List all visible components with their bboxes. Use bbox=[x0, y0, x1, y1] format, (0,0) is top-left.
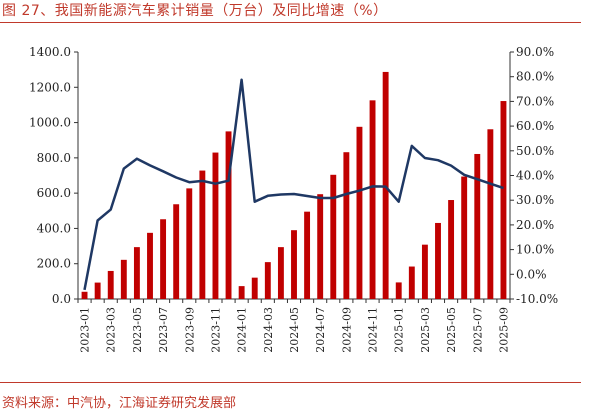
bar-2023-02 bbox=[95, 283, 101, 299]
bar-2023-01 bbox=[82, 292, 88, 299]
bar-2024-10 bbox=[357, 127, 363, 299]
bar-2023-09 bbox=[186, 188, 192, 299]
x-tick-label: 2025-03 bbox=[419, 307, 432, 353]
bar-2023-07 bbox=[160, 219, 166, 299]
right-y-tick-label: 40.0% bbox=[516, 169, 554, 183]
x-tick-label: 2024-09 bbox=[340, 307, 353, 353]
bar-2025-01 bbox=[396, 282, 402, 299]
bar-2023-08 bbox=[173, 204, 179, 299]
bar-2024-05 bbox=[291, 230, 297, 299]
bar-2024-04 bbox=[278, 247, 284, 299]
bar-2024-09 bbox=[343, 152, 349, 299]
left-y-tick-label: 200.0 bbox=[37, 257, 71, 271]
left-y-tick-label: 600.0 bbox=[37, 186, 71, 200]
bar-2024-07 bbox=[317, 194, 323, 299]
x-tick-label: 2023-03 bbox=[105, 307, 118, 353]
bar-2024-02 bbox=[252, 278, 258, 299]
right-y-tick-label: 0.0% bbox=[516, 267, 547, 281]
x-tick-label: 2024-03 bbox=[262, 307, 275, 353]
right-y-tick-label: 60.0% bbox=[516, 119, 554, 133]
bar-2025-06 bbox=[461, 177, 467, 299]
title-divider bbox=[0, 22, 581, 23]
right-y-tick-label: 30.0% bbox=[516, 193, 554, 207]
x-tick-label: 2025-01 bbox=[393, 307, 406, 353]
left-y-tick-label: 1000.0 bbox=[29, 116, 71, 130]
source-note: 资料来源：中汽协，江海证券研究发展部 bbox=[2, 392, 236, 411]
right-y-tick-label: 70.0% bbox=[516, 94, 554, 108]
bar-2023-10 bbox=[199, 171, 205, 299]
right-y-tick-label: 80.0% bbox=[516, 70, 554, 84]
bar-2025-03 bbox=[422, 245, 428, 299]
bar-2024-01 bbox=[239, 286, 245, 299]
bar-series bbox=[82, 72, 507, 299]
right-y-tick-label: 10.0% bbox=[516, 243, 554, 257]
x-tick-label: 2023-09 bbox=[183, 307, 196, 353]
right-y-tick-label: 20.0% bbox=[516, 218, 554, 232]
x-tick-label: 2024-07 bbox=[314, 307, 327, 353]
bar-2024-08 bbox=[330, 175, 336, 299]
bar-2025-05 bbox=[448, 200, 454, 299]
bar-2024-03 bbox=[265, 262, 271, 299]
x-tick-label: 2025-05 bbox=[445, 307, 458, 353]
bar-2025-09 bbox=[501, 101, 507, 299]
figure-title: 图 27、我国新能源汽车累计销量（万台）及同比增速（%） bbox=[2, 0, 388, 20]
bar-2025-08 bbox=[487, 129, 493, 299]
x-tick-label: 2024-01 bbox=[236, 307, 249, 353]
bar-2025-02 bbox=[409, 267, 415, 299]
combo-chart: 0.0 200.0 400.0 600.0 800.0 1000.0 1200.0 1400.… bbox=[0, 30, 605, 380]
bar-2023-11 bbox=[213, 153, 219, 299]
right-y-tick-label: 50.0% bbox=[516, 144, 554, 158]
x-tick-label: 2023-01 bbox=[79, 307, 92, 353]
left-y-tick-label: 800.0 bbox=[37, 151, 71, 165]
x-tick-label: 2023-05 bbox=[131, 307, 144, 353]
x-tick-label: 2024-05 bbox=[288, 307, 301, 353]
bar-2023-05 bbox=[134, 247, 140, 299]
left-y-tick-label: 1400.0 bbox=[29, 45, 71, 59]
x-tick-label: 2023-11 bbox=[209, 307, 222, 353]
x-tick-label: 2023-07 bbox=[157, 307, 170, 353]
left-y-tick-label: 1200.0 bbox=[29, 80, 71, 94]
x-tick-label: 2025-09 bbox=[497, 307, 510, 353]
right-y-tick-label: -10.0% bbox=[516, 292, 558, 306]
left-y-tick-label: 0.0 bbox=[52, 292, 71, 306]
left-y-tick-label: 400.0 bbox=[37, 221, 71, 235]
bar-2025-04 bbox=[435, 223, 441, 299]
right-y-tick-label: 90.0% bbox=[516, 45, 554, 59]
bar-2024-06 bbox=[304, 212, 310, 299]
x-tick-label: 2024-11 bbox=[367, 307, 380, 353]
bar-2023-03 bbox=[108, 271, 114, 299]
bar-2023-04 bbox=[121, 260, 127, 299]
source-divider bbox=[0, 382, 581, 383]
bar-2023-06 bbox=[147, 233, 153, 299]
x-tick-label: 2025-07 bbox=[471, 307, 484, 353]
bar-2025-07 bbox=[474, 154, 480, 299]
bar-2024-11 bbox=[370, 100, 376, 299]
